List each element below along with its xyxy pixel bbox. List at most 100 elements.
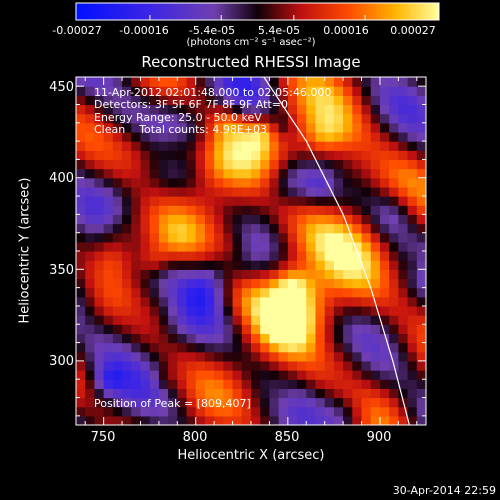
heatmap-cell (306, 159, 317, 170)
heatmap-cell (140, 305, 151, 316)
heatmap-cell (398, 360, 409, 371)
heatmap-cell (324, 104, 335, 115)
heatmap-cell (287, 196, 298, 206)
heatmap-cell (85, 177, 96, 188)
heatmap-cell (103, 296, 114, 307)
heatmap-cell (149, 232, 160, 243)
heatmap-cell (352, 278, 363, 289)
heatmap-cell (297, 397, 307, 408)
heatmap-cell (269, 251, 280, 261)
heatmap-cell (204, 113, 215, 124)
heatmap-cell (416, 370, 426, 380)
heatmap-cell (416, 159, 426, 170)
heatmap-cell (370, 214, 381, 225)
heatmap-cell (241, 177, 252, 188)
heatmap-cell (297, 122, 307, 133)
heatmap-cell (287, 397, 298, 408)
heatmap-cell (94, 351, 105, 362)
heatmap-cell (122, 406, 132, 417)
heatmap-cell (168, 406, 178, 417)
heatmap-cell (251, 86, 261, 96)
heatmap-cell (398, 351, 409, 362)
heatmap-cell (131, 251, 142, 261)
heatmap-cell (260, 196, 271, 206)
heatmap-cell (112, 186, 123, 197)
heatmap-cell (85, 232, 96, 243)
heatmap-cell (140, 296, 151, 307)
heatmap-cell (131, 397, 142, 408)
heatmap-cell (287, 77, 298, 87)
heatmap-cell (333, 196, 344, 206)
heatmap-cell (103, 315, 114, 325)
heatmap-cell (177, 177, 188, 188)
heatmap-cell (140, 223, 151, 234)
heatmap-cell (251, 95, 261, 106)
heatmap-cell (297, 315, 307, 325)
heatmap-cell (168, 196, 178, 206)
heatmap-cell (269, 241, 280, 252)
heatmap-cell (195, 186, 206, 197)
heatmap-cell (306, 379, 317, 389)
heatmap-cell (389, 141, 399, 151)
heatmap-cell (76, 150, 86, 161)
heatmap-cell (315, 305, 326, 316)
heatmap-cell (343, 296, 353, 307)
heatmap-cell (287, 287, 298, 298)
heatmap-cell (379, 342, 390, 353)
heatmap-cell (204, 232, 215, 243)
heatmap-cell (186, 159, 197, 170)
heatmap-cell (158, 77, 169, 87)
heatmap-cell (379, 159, 390, 170)
heatmap-cell (149, 113, 160, 124)
heatmap-cell (241, 232, 252, 243)
heatmap-cell (186, 77, 197, 87)
heatmap-cell (232, 269, 243, 280)
heatmap-cell (389, 296, 399, 307)
heatmap-cell (94, 360, 105, 371)
heatmap-cell (269, 342, 280, 353)
heatmap-cell (370, 388, 381, 399)
heatmap-cell (315, 86, 326, 96)
heatmap-cell (232, 333, 243, 344)
heatmap-cell (168, 113, 178, 124)
heatmap-cell (76, 342, 86, 353)
heatmap-cell (352, 196, 363, 206)
heatmap-cell (398, 388, 409, 399)
heatmap-cell (177, 159, 188, 170)
heatmap-cell (352, 141, 363, 151)
heatmap-cell (379, 232, 390, 243)
heatmap-cell (324, 141, 335, 151)
heatmap-cell (168, 159, 178, 170)
heatmap-cell (251, 351, 261, 362)
heatmap-cell (416, 379, 426, 389)
heatmap-cell (214, 95, 224, 106)
heatmap-cell (149, 122, 160, 133)
heatmap-cell (85, 205, 96, 215)
heatmap-cell (241, 86, 252, 96)
heatmap-cell (333, 305, 344, 316)
heatmap-cell (315, 113, 326, 124)
heatmap-cell (398, 223, 409, 234)
heatmap-cell (343, 177, 353, 188)
heatmap-cell (352, 287, 363, 298)
heatmap-cell (416, 86, 426, 96)
heatmap-cell (416, 223, 426, 234)
heatmap-cell (361, 168, 372, 179)
heatmap-cell (398, 168, 409, 179)
heatmap-cell (315, 379, 326, 389)
heatmap-cell (306, 324, 317, 335)
heatmap-cell (278, 370, 289, 380)
heatmap-cell (241, 77, 252, 87)
heatmap-cell (195, 251, 206, 261)
heatmap-cell (195, 95, 206, 106)
heatmap-cell (324, 113, 335, 124)
heatmap-cell (370, 205, 381, 215)
heatmap-cell (112, 287, 123, 298)
heatmap-cell (241, 296, 252, 307)
heatmap-cell (398, 205, 409, 215)
heatmap-cell (112, 251, 123, 261)
heatmap-cell (122, 77, 132, 87)
heatmap-cell (260, 287, 271, 298)
heatmap-cell (223, 86, 234, 96)
heatmap-cell (112, 113, 123, 124)
